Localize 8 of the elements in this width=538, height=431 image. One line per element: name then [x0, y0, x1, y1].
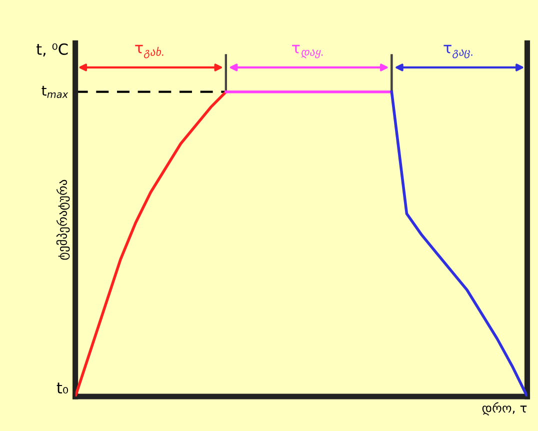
text: τ$_{გახ.}$: [135, 44, 164, 58]
ref-line-label: t$_{max}$: [42, 86, 68, 98]
x-axis-title: დრო, τ: [482, 402, 527, 416]
text: τ$_{გაც.}$: [444, 44, 472, 58]
y-axis-title: ტემპერატურა: [56, 180, 70, 260]
text: τ$_{დაყ.}$: [292, 44, 323, 58]
text: t, ⁰C: [36, 43, 68, 56]
text: t₀: [56, 382, 68, 394]
